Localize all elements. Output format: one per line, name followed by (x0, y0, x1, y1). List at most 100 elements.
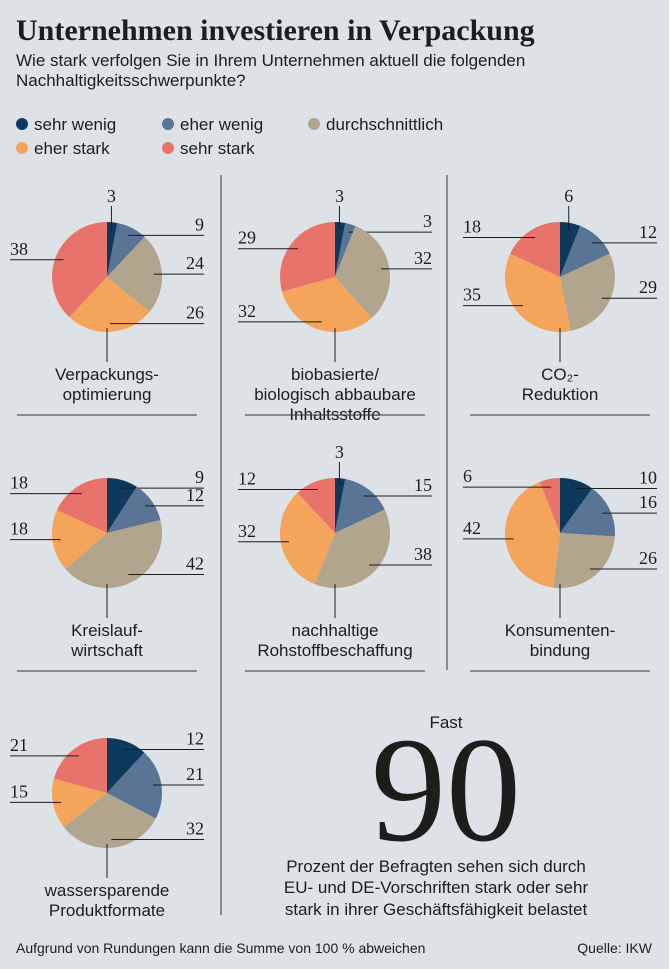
pie-slice (56, 478, 107, 533)
pie-slice (52, 222, 107, 318)
legend-label: durchschnittlich (326, 115, 443, 134)
pie-title: biobasierte/ (291, 365, 379, 384)
title: Unternehmen investieren in Verpackung (16, 14, 535, 47)
value-label: 32 (238, 521, 256, 541)
legend-swatch (16, 118, 28, 130)
value-label: 29 (238, 228, 256, 248)
legend-label: eher wenig (180, 115, 263, 134)
value-label: 26 (639, 548, 657, 568)
value-label: 3 (335, 442, 344, 462)
pie-slice (53, 738, 107, 793)
value-label: 12 (186, 728, 204, 748)
value-label: 12 (186, 485, 204, 505)
pie-slice (335, 225, 390, 318)
pie-title: bindung (530, 641, 591, 660)
pie-slice (69, 277, 150, 333)
value-label: 32 (414, 248, 432, 268)
value-label: 6 (463, 466, 472, 486)
value-label: 12 (639, 222, 657, 242)
value-label: 15 (414, 475, 432, 495)
source: Quelle: IKW (577, 940, 652, 956)
legend-swatch (308, 118, 320, 130)
value-label: 21 (186, 764, 204, 784)
pie-slice (107, 478, 137, 533)
value-label: 21 (10, 735, 28, 755)
value-label: 18 (463, 217, 481, 237)
value-label: 3 (107, 186, 116, 206)
value-label: 15 (10, 781, 28, 801)
footnote: Aufgrund von Rundungen kann die Summe vo… (16, 940, 425, 956)
value-label: 29 (639, 277, 657, 297)
value-label: 42 (463, 518, 481, 538)
pie-title: Kreislauf- (71, 621, 143, 640)
pie-title: wirtschaft (70, 641, 143, 660)
value-label: 32 (186, 819, 204, 839)
subtitle: Nachhaltigkeitsschwerpunkte? (16, 71, 246, 90)
pie-slice (560, 225, 610, 277)
pie-slice (510, 222, 560, 277)
value-label: 3 (335, 186, 344, 206)
value-label: 35 (463, 285, 481, 305)
legend-label: sehr wenig (34, 115, 116, 134)
value-label: 38 (10, 239, 28, 259)
pie-title: Verpackungs- (55, 365, 159, 384)
stat-prefix: Fast (429, 713, 462, 732)
value-label: 9 (195, 214, 204, 234)
value-label: 9 (195, 467, 204, 487)
value-label: 42 (186, 554, 204, 574)
stat-text: EU- und DE-Vorschriften stark oder sehr (284, 878, 589, 897)
value-label: 24 (186, 253, 204, 273)
value-label: 3 (423, 211, 432, 231)
legend-label: eher stark (34, 139, 110, 158)
pie-slice (560, 253, 615, 332)
pie-title: optimierung (63, 385, 152, 404)
pie-slice (335, 222, 356, 277)
stat-text: stark in ihrer Geschäftsfähigkeit belast… (285, 900, 588, 919)
pie-slice (107, 738, 145, 793)
pie-slice (107, 752, 162, 819)
legend-label: sehr stark (180, 139, 255, 158)
stat-text: Prozent der Befragten sehen sich durch (286, 857, 586, 876)
pie-title: nachhaltige (292, 621, 379, 640)
pie-slice (560, 488, 615, 537)
value-label: 32 (238, 301, 256, 321)
pie-slice (560, 222, 581, 277)
pie-title: biologisch abbaubare (254, 385, 416, 404)
pie-slice (505, 253, 571, 332)
pie-slice (280, 222, 335, 292)
pie-slice (335, 478, 385, 533)
pie-slice (107, 222, 145, 277)
pie-slice (281, 277, 372, 333)
value-label: 12 (238, 469, 256, 489)
pie-title: CO₂- (541, 365, 579, 384)
value-label: 6 (564, 186, 573, 206)
pie-slice (314, 509, 390, 588)
subtitle: Wie stark verfolgen Sie in Ihrem Unterne… (16, 51, 525, 70)
value-label: 38 (414, 544, 432, 564)
pie-slice (107, 222, 118, 277)
pie-title: wassersparende (44, 881, 170, 900)
pie-slice (297, 478, 335, 533)
pie-slice (280, 492, 335, 585)
pie-slice (560, 478, 593, 533)
value-label: 10 (639, 468, 657, 488)
value-label: 18 (10, 473, 28, 493)
pie-title: Rohstoffbeschaffung (257, 641, 412, 660)
stat-value: 90 (371, 707, 521, 873)
legend-swatch (162, 118, 174, 130)
pie-slice (63, 793, 156, 849)
pie-title: Produktformate (49, 901, 165, 920)
pie-slice (504, 481, 560, 588)
pie-slice (65, 520, 162, 588)
pie-title: Reduktion (522, 385, 599, 404)
value-label: 18 (10, 519, 28, 539)
pie-slice (107, 236, 162, 313)
pie-title: Konsumenten- (505, 621, 616, 640)
pie-slice (539, 478, 560, 533)
pie-slice (52, 510, 107, 570)
pie-slice (107, 486, 161, 533)
legend-swatch (16, 142, 28, 154)
legend-swatch (162, 142, 174, 154)
pie-slice (335, 222, 346, 277)
